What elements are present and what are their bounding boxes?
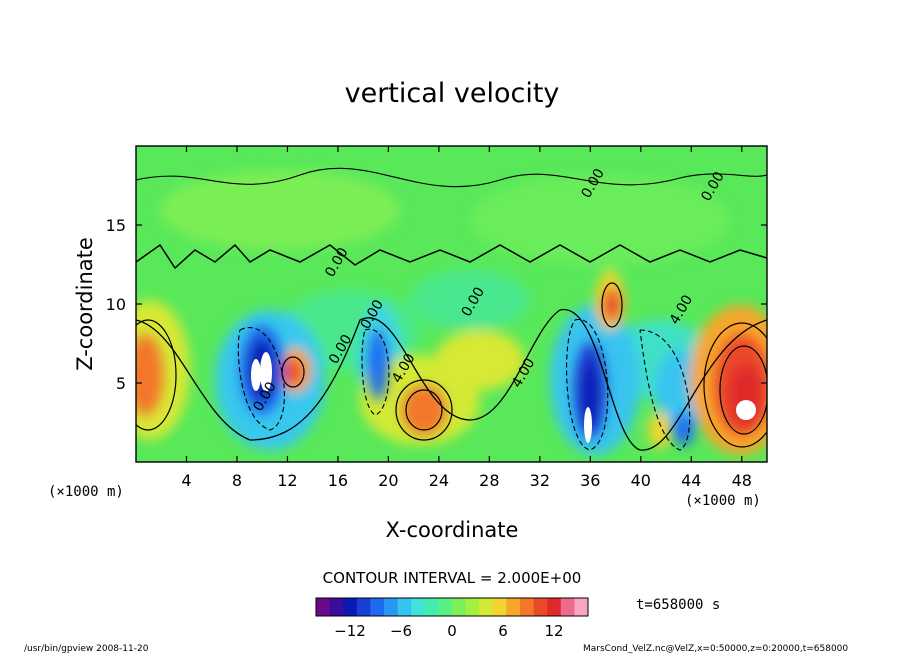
x-tick-label: 48	[732, 471, 752, 490]
x-tick-label: 20	[378, 471, 398, 490]
colorbar-swatch	[547, 598, 562, 616]
contour-interval: CONTOUR INTERVAL = 2.000E+00	[323, 569, 582, 587]
colorbar-swatch	[520, 598, 535, 616]
colorbar-swatch	[343, 598, 358, 616]
colorbar-tick-label: −6	[390, 622, 412, 640]
heatmap-field	[136, 146, 767, 462]
colorbar-swatch	[465, 598, 480, 616]
footer-right: MarsCond_VelZ.nc@VelZ,x=0:50000,z=0:2000…	[583, 644, 848, 654]
colorbar: −12 −6 0 6 12	[315, 597, 589, 640]
colorbar-swatch	[411, 598, 426, 616]
x-tick-label: 4	[181, 471, 191, 490]
colorbar-swatch	[424, 598, 439, 616]
colorbar-swatch	[397, 598, 412, 616]
y-axis-label: Z-coordinate	[73, 237, 97, 371]
colorbar-tick-label: −12	[334, 622, 366, 640]
y-tick-label: 10	[106, 295, 126, 314]
x-axis-ticks: 4 8 12 16 20 24 28 32 36 40 44 48	[181, 146, 752, 490]
colorbar-swatch	[316, 598, 331, 616]
colorbar-swatch	[452, 598, 467, 616]
chart-title: vertical velocity	[345, 78, 560, 109]
x-tick-label: 36	[580, 471, 600, 490]
x-tick-label: 12	[277, 471, 297, 490]
colorbar-swatch	[329, 598, 344, 616]
colorbar-swatch	[533, 598, 548, 616]
colorbar-swatch	[356, 598, 371, 616]
x-tick-label: 24	[429, 471, 449, 490]
colorbar-swatch	[384, 598, 399, 616]
time-label: t=658000 s	[636, 597, 720, 613]
colorbar-swatch	[506, 598, 521, 616]
x-tick-label: 40	[631, 471, 651, 490]
x-tick-label: 28	[479, 471, 499, 490]
x-tick-label: 16	[328, 471, 348, 490]
y-axis-ticks: 5 10 15	[106, 216, 767, 393]
colorbar-frame	[315, 597, 589, 617]
colorbar-tick-label: 0	[447, 622, 457, 640]
x-tick-label: 8	[232, 471, 242, 490]
contour-lines	[136, 167, 767, 451]
x-unit-right: (×1000 m)	[685, 493, 761, 509]
colorbar-tick-label: 6	[498, 622, 508, 640]
y-tick-label: 5	[116, 374, 126, 393]
x-axis-label: X-coordinate	[386, 518, 519, 542]
x-tick-label: 44	[681, 471, 701, 490]
x-tick-label: 32	[530, 471, 550, 490]
y-tick-label: 15	[106, 216, 126, 235]
colorbar-swatch	[560, 598, 575, 616]
colorbar-swatch	[574, 598, 589, 616]
colorbar-swatch	[438, 598, 453, 616]
colorbar-swatch	[479, 598, 494, 616]
colorbar-tick-label: 12	[544, 622, 563, 640]
footer-left: /usr/bin/gpview 2008-11-20	[24, 644, 149, 654]
colorbar-swatch	[370, 598, 385, 616]
x-unit-left: (×1000 m)	[48, 484, 124, 500]
colorbar-swatch	[492, 598, 507, 616]
heatmap-peaks	[251, 352, 756, 443]
